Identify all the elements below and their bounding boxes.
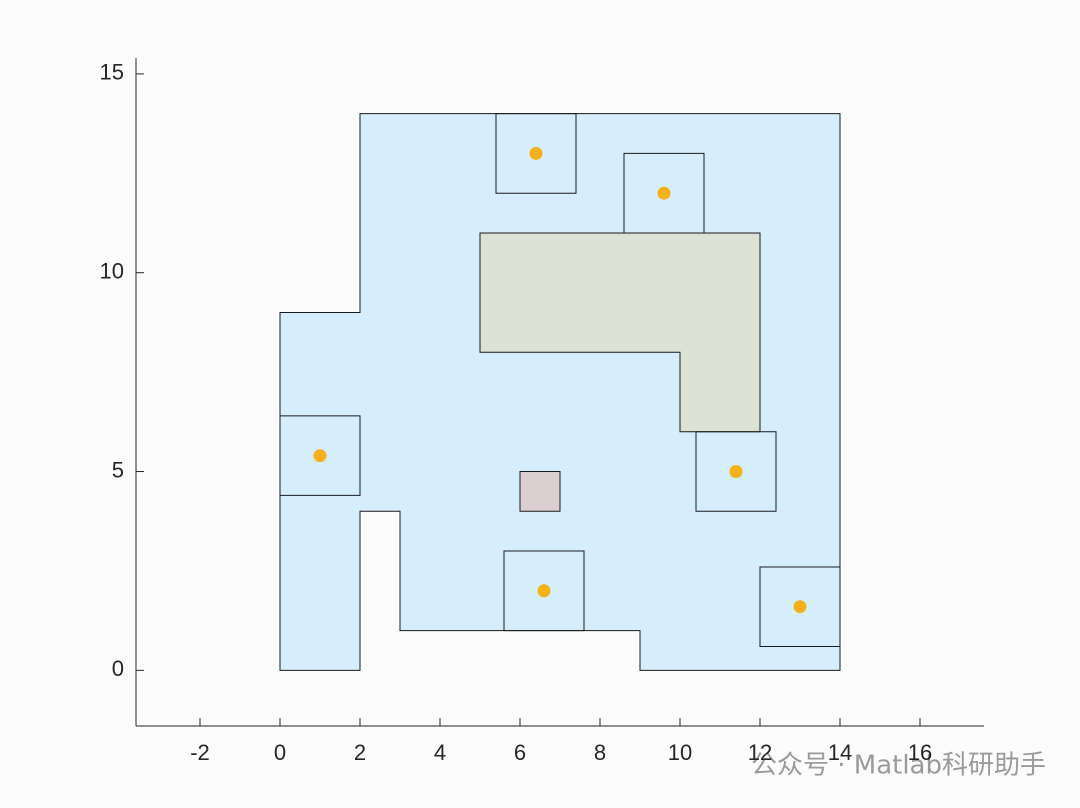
point (657, 186, 671, 200)
x-tick-label: 10 (668, 740, 692, 765)
region (695, 431, 777, 512)
point (793, 600, 807, 614)
watermark: 公众号 · Matlab科研助手 (751, 751, 1046, 781)
y-tick-label: 5 (112, 457, 124, 482)
x-tick-label: 2 (354, 740, 366, 765)
region (759, 566, 841, 647)
region (479, 232, 761, 433)
x-tick-label: 4 (434, 740, 446, 765)
x-tick-label: 8 (594, 740, 606, 765)
x-tick-label: 0 (274, 740, 286, 765)
region (519, 471, 561, 512)
x-tick-label: 14 (828, 740, 852, 765)
x-tick-label: 6 (514, 740, 526, 765)
region (623, 152, 705, 234)
point (729, 465, 743, 479)
region (279, 415, 361, 496)
point (313, 449, 327, 463)
point (537, 584, 551, 598)
y-tick-label: 15 (100, 60, 124, 85)
point (529, 146, 543, 160)
x-tick-label: -2 (190, 740, 210, 765)
y-tick-label: 10 (100, 259, 124, 284)
x-tick-label: 16 (908, 740, 932, 765)
y-tick-label: 0 (112, 656, 124, 681)
region (495, 113, 577, 194)
region (503, 550, 585, 632)
x-tick-label: 12 (748, 740, 772, 765)
